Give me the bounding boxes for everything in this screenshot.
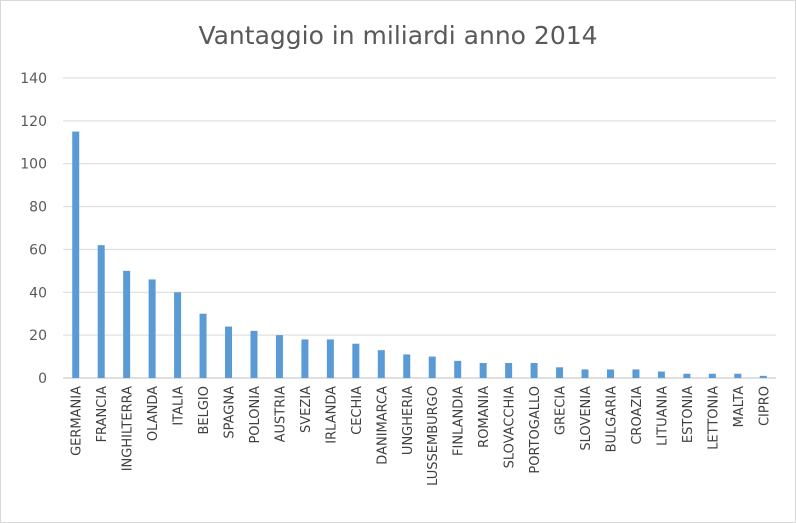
bar <box>199 313 207 378</box>
bar <box>403 354 411 378</box>
x-tick-label: SVEZIA <box>299 386 314 433</box>
bar <box>225 326 233 378</box>
x-tick-label: ROMANIA <box>477 386 492 448</box>
bar <box>148 279 156 378</box>
x-tick-label: SLOVACCHIA <box>503 386 518 469</box>
bar <box>250 330 258 378</box>
x-tick-label: MALTA <box>732 386 747 427</box>
bar <box>759 375 767 378</box>
bar <box>72 131 80 378</box>
x-tick-label: IRLANDA <box>324 386 339 444</box>
bar <box>123 270 131 378</box>
x-tick-label: CIPRO <box>757 386 772 426</box>
y-tick-label: 0 <box>38 371 47 387</box>
x-tick-label: LITUANIA <box>655 386 670 446</box>
bar <box>530 363 538 378</box>
x-tick-label: SLOVENIA <box>579 386 594 451</box>
bar <box>632 369 640 378</box>
bar <box>734 373 742 378</box>
x-tick-label: AUSTRIA <box>273 386 288 442</box>
x-tick-label: FRANCIA <box>95 386 110 443</box>
bar <box>352 343 360 378</box>
y-tick-label: 120 <box>20 114 47 130</box>
bar <box>683 373 691 378</box>
x-tick-label: CECHIA <box>350 386 365 435</box>
x-tick-label: UNGHERIA <box>401 386 416 455</box>
bar <box>505 363 513 378</box>
x-tick-label: LUSSEMBURGO <box>426 386 441 486</box>
y-tick-label: 80 <box>29 200 47 216</box>
bar <box>174 292 182 378</box>
chart-title: Vantaggio in miliardi anno 2014 <box>198 21 598 50</box>
bar <box>606 369 614 378</box>
bar <box>428 356 436 378</box>
x-tick-label: ITALIA <box>172 386 187 426</box>
bar <box>581 369 589 378</box>
x-tick-label: ESTONIA <box>681 386 696 443</box>
bar <box>301 339 309 378</box>
bar <box>556 367 564 378</box>
x-tick-label: SPAGNA <box>223 386 238 439</box>
x-tick-label: CROAZIA <box>630 386 645 445</box>
x-tick-label: GERMANIA <box>70 386 85 456</box>
bar <box>326 339 334 378</box>
x-tick-label: INGHILTERRA <box>121 386 136 471</box>
y-tick-label: 140 <box>20 71 47 87</box>
x-tick-label: LETTONIA <box>706 386 721 450</box>
y-tick-label: 40 <box>29 285 47 301</box>
bar <box>657 371 665 378</box>
x-tick-label: BELGIO <box>197 386 212 435</box>
bar <box>479 363 487 378</box>
y-tick-label: 100 <box>20 157 47 173</box>
x-tick-label: DANIMARCA <box>375 386 390 465</box>
x-tick-label: POLONIA <box>248 386 263 444</box>
bar <box>454 360 462 378</box>
bar <box>275 335 283 378</box>
bar <box>97 245 105 378</box>
x-tick-label: GRECIA <box>554 386 569 435</box>
y-tick-label: 60 <box>29 242 47 258</box>
x-tick-label: BULGARIA <box>604 386 619 453</box>
x-tick-label: FINLANDIA <box>452 386 467 456</box>
x-tick-label: PORTOGALLO <box>528 386 543 474</box>
bar <box>377 350 385 378</box>
y-tick-label: 20 <box>29 328 47 344</box>
x-tick-label: OLANDA <box>146 386 161 441</box>
bar <box>708 373 716 378</box>
